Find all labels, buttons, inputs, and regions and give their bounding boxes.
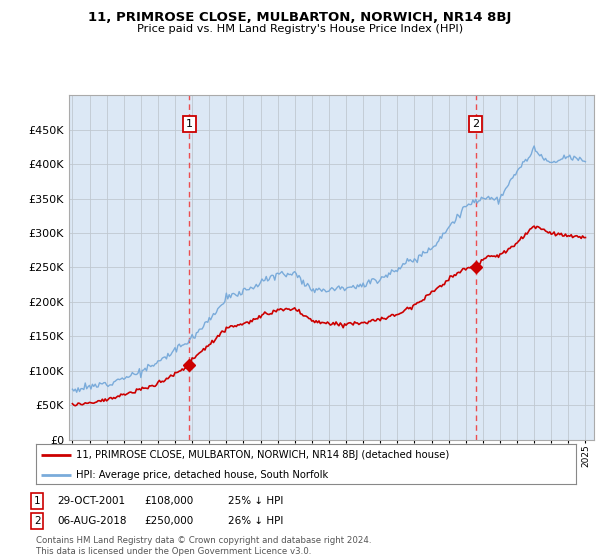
Text: 29-OCT-2001: 29-OCT-2001 [57,496,125,506]
Text: 06-AUG-2018: 06-AUG-2018 [57,516,127,526]
Text: 11, PRIMROSE CLOSE, MULBARTON, NORWICH, NR14 8BJ: 11, PRIMROSE CLOSE, MULBARTON, NORWICH, … [88,11,512,24]
Text: Price paid vs. HM Land Registry's House Price Index (HPI): Price paid vs. HM Land Registry's House … [137,24,463,34]
Text: 2: 2 [34,516,41,526]
Text: £108,000: £108,000 [144,496,193,506]
Text: 26% ↓ HPI: 26% ↓ HPI [228,516,283,526]
Text: HPI: Average price, detached house, South Norfolk: HPI: Average price, detached house, Sout… [77,470,329,480]
Text: 2: 2 [472,119,479,129]
Text: 1: 1 [186,119,193,129]
Text: 1: 1 [34,496,41,506]
Text: Contains HM Land Registry data © Crown copyright and database right 2024.
This d: Contains HM Land Registry data © Crown c… [36,536,371,556]
Text: £250,000: £250,000 [144,516,193,526]
Text: 11, PRIMROSE CLOSE, MULBARTON, NORWICH, NR14 8BJ (detached house): 11, PRIMROSE CLOSE, MULBARTON, NORWICH, … [77,450,450,460]
Text: 25% ↓ HPI: 25% ↓ HPI [228,496,283,506]
